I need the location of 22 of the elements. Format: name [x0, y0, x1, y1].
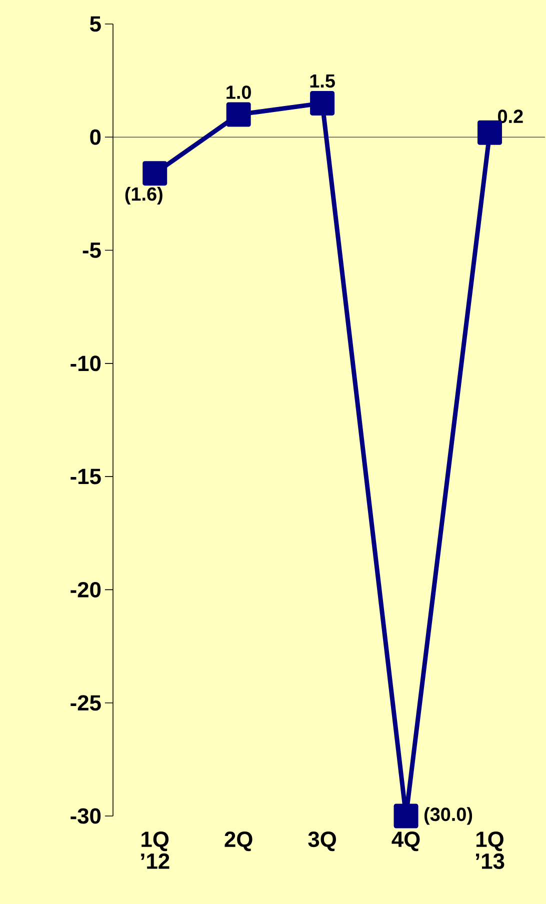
x-tick-label: 2Q — [224, 832, 252, 852]
point — [226, 102, 251, 127]
point — [142, 161, 168, 186]
y-tick-label: -20 — [70, 582, 101, 598]
y-tick-label: -25 — [70, 695, 101, 711]
data-label: 0.2 — [498, 110, 523, 124]
y-tick-label: 0 — [90, 129, 101, 145]
y-tick-label: -10 — [70, 356, 101, 372]
y-tick-label: -15 — [70, 468, 101, 484]
data-label: (30.0) — [424, 807, 472, 825]
point — [394, 804, 418, 828]
y-tick-label: -5 — [82, 242, 101, 258]
y-tick-label: -30 — [70, 808, 101, 824]
x-tick-label: 1Q ’13 — [476, 832, 504, 869]
data-label: 1.5 — [310, 74, 335, 88]
data-label: 1.0 — [226, 86, 251, 99]
data-label: (1.6) — [125, 186, 162, 204]
y-tick-label: 5 — [90, 16, 101, 32]
x-tick-label: 1Q ’12 — [141, 832, 170, 869]
x-tick-label: 4Q — [392, 832, 420, 852]
x-tick-label: 3Q — [308, 832, 336, 852]
point — [310, 90, 335, 116]
